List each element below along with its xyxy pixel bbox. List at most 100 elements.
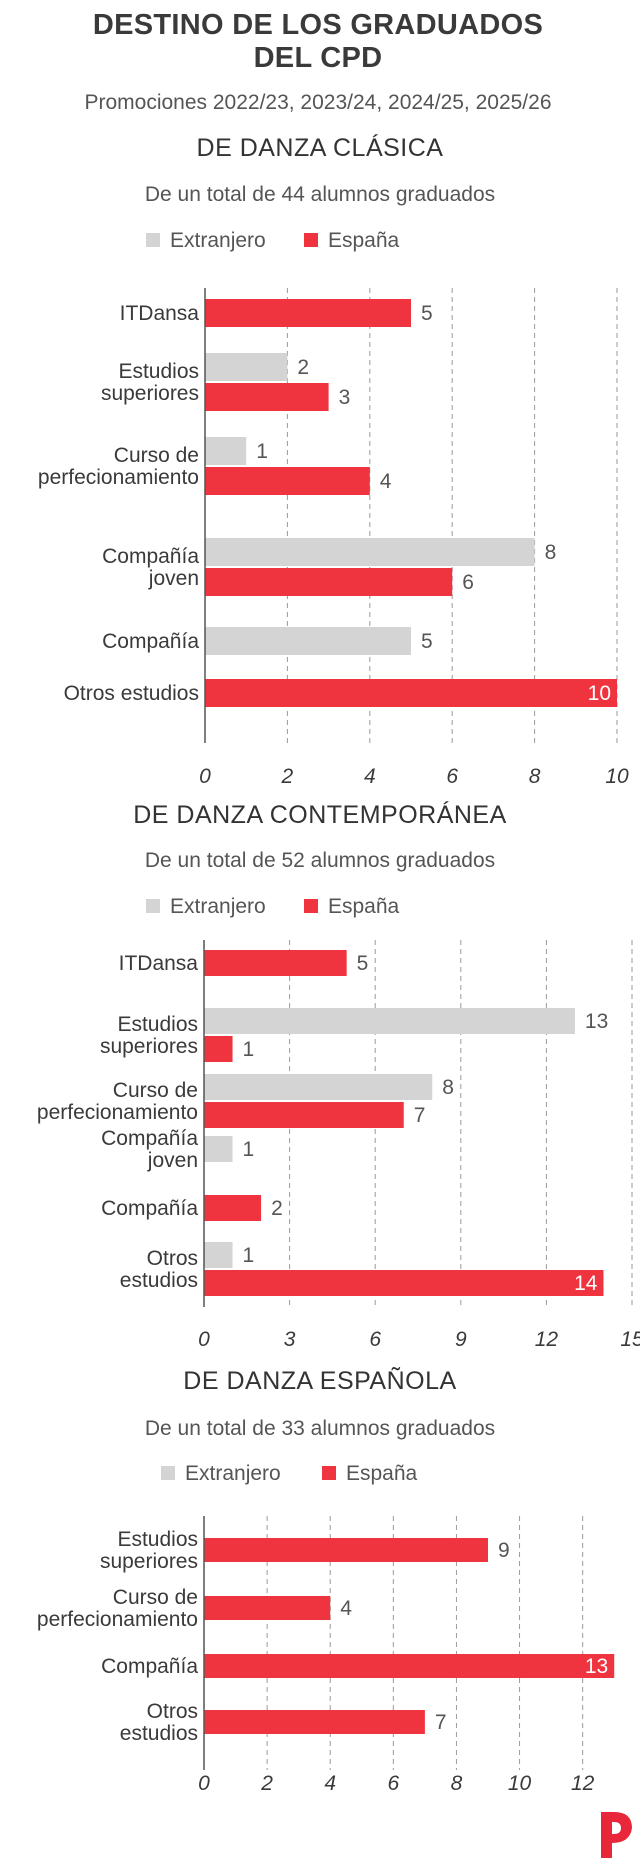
bar-value-label: 14: [574, 1272, 598, 1295]
chart-title: DE DANZA CLÁSICA: [197, 133, 444, 162]
chart-title: DE DANZA ESPAÑOLA: [183, 1366, 456, 1395]
category-label: Otros: [147, 1247, 198, 1270]
category-label: Curso de: [113, 1586, 198, 1609]
chart-3: DE DANZA ESPAÑOLA De un total de 33 alumn…: [37, 1366, 615, 1795]
x-tick-label: 6: [446, 765, 458, 788]
legend-label-espana: España: [328, 895, 400, 918]
bar-value-label: 5: [357, 952, 369, 975]
x-tick-label: 4: [324, 1772, 336, 1795]
category-label: Curso de: [113, 1079, 198, 1102]
legend-swatch-espana: [304, 899, 318, 913]
x-tick-label: 12: [535, 1328, 559, 1351]
bar-extranjero: [204, 1136, 233, 1162]
page-title-line-1: DESTINO DE LOS GRADUADOS: [93, 9, 543, 41]
x-tick-label: 0: [198, 1772, 210, 1795]
bar-value-label: 8: [442, 1076, 454, 1099]
bar-espana: [204, 950, 347, 976]
bar-extranjero: [205, 437, 247, 465]
bar-espana: [204, 1036, 233, 1062]
chart-1: DE DANZA CLÁSICA De un total de 44 alumno…: [38, 133, 629, 788]
bar-extranjero: [205, 538, 535, 566]
logo-p-shape: [601, 1812, 632, 1858]
bar-value-label: 13: [585, 1010, 608, 1033]
chart-subtitle: De un total de 33 alumnos graduados: [145, 1417, 495, 1440]
bar-espana: [204, 1270, 604, 1296]
bar-extranjero: [205, 627, 411, 655]
category-label: ITDansa: [119, 952, 199, 975]
bar-espana: [205, 299, 411, 327]
x-tick-label: 6: [369, 1328, 381, 1351]
category-label: ITDansa: [120, 302, 200, 325]
bar-espana: [204, 1102, 404, 1128]
legend-label-extranjero: Extranjero: [185, 1462, 281, 1485]
bar-value-label: 5: [421, 302, 433, 325]
chart-title: DE DANZA CONTEMPORÁNEA: [133, 800, 507, 829]
bar-value-label: 6: [462, 571, 474, 594]
category-label: superiores: [100, 1035, 198, 1058]
bar-espana: [205, 679, 617, 707]
bar-espana: [205, 568, 453, 596]
bar-espana: [205, 383, 329, 411]
bar-espana: [205, 467, 370, 495]
bar-extranjero: [204, 1242, 233, 1268]
category-label: perfecionamiento: [38, 466, 199, 489]
legend-label-extranjero: Extranjero: [170, 229, 266, 252]
x-tick-label: 10: [508, 1772, 532, 1795]
bar-espana: [204, 1195, 262, 1221]
bar-value-label: 10: [588, 682, 611, 705]
category-label: perfecionamiento: [37, 1101, 198, 1124]
category-label: estudios: [120, 1722, 198, 1745]
x-tick-label: 6: [387, 1772, 399, 1795]
legend-label-espana: España: [346, 1462, 418, 1485]
chart-subtitle: De un total de 44 alumnos graduados: [145, 183, 495, 206]
category-label: Compañía: [102, 630, 199, 653]
bar-value-label: 9: [498, 1539, 510, 1562]
x-tick-label: 12: [571, 1772, 595, 1795]
bar-espana: [204, 1596, 331, 1620]
bar-value-label: 2: [271, 1197, 283, 1220]
category-label: Otros: [147, 1700, 198, 1723]
category-label: Estudios: [117, 1528, 198, 1551]
bar-extranjero: [204, 1008, 575, 1034]
category-label: Compañía: [101, 1127, 198, 1150]
category-label: Compañía: [101, 1655, 198, 1678]
legend-swatch-extranjero: [161, 1466, 175, 1480]
x-tick-label: 3: [284, 1328, 296, 1351]
category-label: perfecionamiento: [37, 1608, 198, 1631]
x-tick-label: 0: [198, 1328, 210, 1351]
bar-value-label: 7: [414, 1104, 426, 1127]
bar-espana: [204, 1654, 615, 1678]
category-label: superiores: [101, 382, 199, 405]
category-label: Compañía: [101, 1197, 198, 1220]
page-subtitle: Promociones 2022/23, 2023/24, 2024/25, 2…: [84, 91, 551, 114]
category-label: joven: [147, 1149, 198, 1172]
bar-value-label: 3: [339, 386, 351, 409]
legend-label-espana: España: [328, 229, 400, 252]
category-label: Estudios: [118, 360, 199, 383]
x-tick-label: 4: [364, 765, 376, 788]
chart-subtitle: De un total de 52 alumnos graduados: [145, 849, 495, 872]
bar-value-label: 4: [340, 1597, 352, 1620]
legend-swatch-extranjero: [146, 899, 160, 913]
legend-swatch-extranjero: [146, 233, 160, 247]
category-label: estudios: [120, 1269, 198, 1292]
category-label: Otros estudios: [64, 682, 199, 705]
bar-value-label: 5: [421, 630, 433, 653]
x-tick-label: 8: [529, 765, 541, 788]
x-tick-label: 2: [281, 765, 294, 788]
bar-extranjero: [205, 353, 288, 381]
bar-value-label: 4: [380, 470, 392, 493]
chart-2: DE DANZA CONTEMPORÁNEA De un total de 52 …: [37, 800, 640, 1351]
legend-label-extranjero: Extranjero: [170, 895, 266, 918]
bar-value-label: 7: [435, 1711, 447, 1734]
legend-swatch-espana: [304, 233, 318, 247]
category-label: joven: [148, 567, 199, 590]
x-tick-label: 10: [605, 765, 629, 788]
bar-value-label: 2: [297, 356, 309, 379]
legend-swatch-espana: [322, 1466, 336, 1480]
bar-value-label: 1: [243, 1038, 255, 1061]
category-label: Compañía: [102, 545, 199, 568]
bar-value-label: 1: [243, 1138, 255, 1161]
bar-extranjero: [204, 1074, 433, 1100]
